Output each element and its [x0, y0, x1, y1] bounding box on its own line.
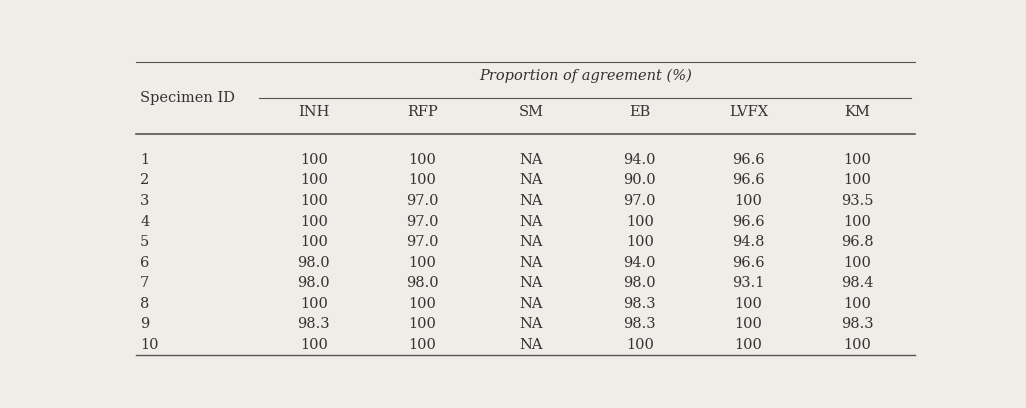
- Text: 100: 100: [408, 153, 436, 167]
- Text: 93.5: 93.5: [841, 194, 873, 208]
- Text: NA: NA: [519, 153, 543, 167]
- Text: NA: NA: [519, 173, 543, 187]
- Text: 100: 100: [300, 194, 327, 208]
- Text: 5: 5: [141, 235, 150, 249]
- Text: SM: SM: [518, 105, 544, 119]
- Text: 96.6: 96.6: [733, 153, 764, 167]
- Text: 100: 100: [300, 235, 327, 249]
- Text: NA: NA: [519, 338, 543, 352]
- Text: NA: NA: [519, 297, 543, 311]
- Text: 100: 100: [300, 297, 327, 311]
- Text: 4: 4: [141, 215, 150, 228]
- Text: 94.0: 94.0: [624, 256, 656, 270]
- Text: 90.0: 90.0: [624, 173, 656, 187]
- Text: Specimen ID: Specimen ID: [141, 91, 235, 105]
- Text: 98.3: 98.3: [298, 317, 330, 331]
- Text: 100: 100: [843, 256, 871, 270]
- Text: 98.3: 98.3: [841, 317, 873, 331]
- Text: 100: 100: [735, 317, 762, 331]
- Text: 2: 2: [141, 173, 150, 187]
- Text: KM: KM: [844, 105, 870, 119]
- Text: 97.0: 97.0: [406, 194, 439, 208]
- Text: 100: 100: [300, 173, 327, 187]
- Text: 100: 100: [735, 194, 762, 208]
- Text: 100: 100: [408, 256, 436, 270]
- Text: 100: 100: [735, 297, 762, 311]
- Text: 100: 100: [626, 215, 654, 228]
- Text: 97.0: 97.0: [406, 215, 439, 228]
- Text: 100: 100: [300, 338, 327, 352]
- Text: 3: 3: [141, 194, 150, 208]
- Text: 94.8: 94.8: [733, 235, 764, 249]
- Text: 7: 7: [141, 276, 150, 290]
- Text: 100: 100: [735, 338, 762, 352]
- Text: 100: 100: [300, 153, 327, 167]
- Text: 96.6: 96.6: [733, 173, 764, 187]
- Text: 98.0: 98.0: [624, 276, 656, 290]
- Text: 100: 100: [408, 338, 436, 352]
- Text: 96.6: 96.6: [733, 256, 764, 270]
- Text: RFP: RFP: [407, 105, 438, 119]
- Text: 98.4: 98.4: [841, 276, 873, 290]
- Text: NA: NA: [519, 194, 543, 208]
- Text: NA: NA: [519, 276, 543, 290]
- Text: 96.6: 96.6: [733, 215, 764, 228]
- Text: 8: 8: [141, 297, 150, 311]
- Text: 93.1: 93.1: [733, 276, 764, 290]
- Text: 97.0: 97.0: [624, 194, 656, 208]
- Text: 100: 100: [626, 235, 654, 249]
- Text: 100: 100: [843, 173, 871, 187]
- Text: 98.0: 98.0: [298, 276, 330, 290]
- Text: 1: 1: [141, 153, 150, 167]
- Text: 94.0: 94.0: [624, 153, 656, 167]
- Text: Proportion of agreement (%): Proportion of agreement (%): [479, 69, 692, 83]
- Text: 96.8: 96.8: [841, 235, 873, 249]
- Text: LVFX: LVFX: [728, 105, 768, 119]
- Text: NA: NA: [519, 317, 543, 331]
- Text: NA: NA: [519, 215, 543, 228]
- Text: 10: 10: [141, 338, 159, 352]
- Text: 100: 100: [626, 338, 654, 352]
- Text: 100: 100: [843, 215, 871, 228]
- Text: 98.3: 98.3: [624, 317, 656, 331]
- Text: 100: 100: [843, 297, 871, 311]
- Text: 100: 100: [408, 173, 436, 187]
- Text: 100: 100: [408, 317, 436, 331]
- Text: INH: INH: [299, 105, 329, 119]
- Text: EB: EB: [629, 105, 650, 119]
- Text: NA: NA: [519, 256, 543, 270]
- Text: 98.0: 98.0: [406, 276, 439, 290]
- Text: 100: 100: [843, 153, 871, 167]
- Text: 9: 9: [141, 317, 150, 331]
- Text: 98.0: 98.0: [298, 256, 330, 270]
- Text: NA: NA: [519, 235, 543, 249]
- Text: 97.0: 97.0: [406, 235, 439, 249]
- Text: 100: 100: [843, 338, 871, 352]
- Text: 100: 100: [300, 215, 327, 228]
- Text: 98.3: 98.3: [624, 297, 656, 311]
- Text: 6: 6: [141, 256, 150, 270]
- Text: 100: 100: [408, 297, 436, 311]
